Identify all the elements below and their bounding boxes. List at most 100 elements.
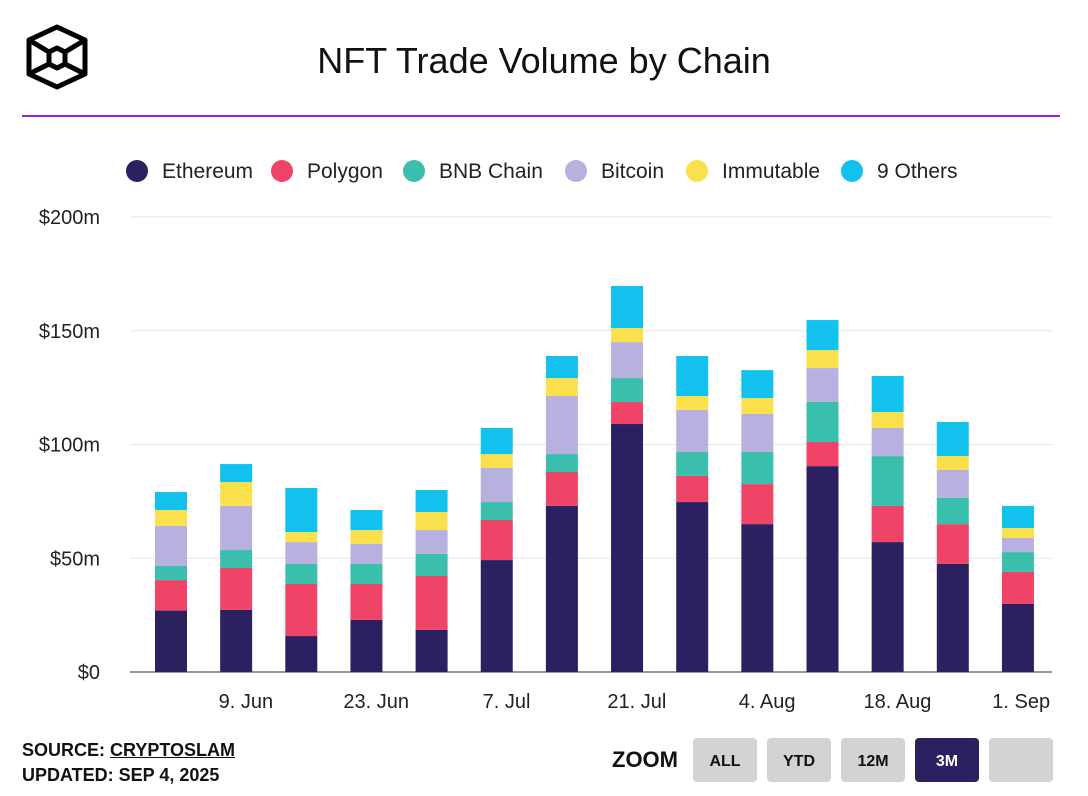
- bar-segment-immutable: [220, 482, 253, 506]
- bar-segment-ethereum: [545, 505, 578, 672]
- y-tick-label: $100m: [39, 435, 100, 457]
- bar-segment-bnb-chain: [285, 563, 318, 584]
- y-tick-label: $0: [78, 662, 100, 684]
- zoom-all-button[interactable]: ALL: [693, 738, 757, 782]
- bar-segment-ethereum: [480, 560, 513, 672]
- bar-segment-polygon: [871, 505, 904, 543]
- bar-segment-bnb-chain: [871, 456, 904, 506]
- bar-segment-polygon: [350, 583, 383, 620]
- page-title: NFT Trade Volume by Chain: [317, 40, 771, 81]
- bar-segment-polygon: [611, 401, 644, 425]
- bar-segment-immutable: [155, 510, 187, 526]
- bar-segment-bnb-chain: [611, 378, 644, 402]
- bar-segment-polygon: [936, 524, 969, 564]
- bar-segment-bitcoin: [936, 469, 969, 498]
- bar-segment-immutable: [936, 456, 969, 470]
- bar-segment-immutable: [285, 532, 318, 543]
- bar-segment-bitcoin: [220, 505, 253, 551]
- bar-segment-9-others: [545, 356, 578, 379]
- bar-segment-polygon: [220, 568, 253, 610]
- title-divider: [22, 115, 1060, 117]
- legend-item: Ethereum: [162, 160, 253, 183]
- bar-segment-9-others: [155, 492, 187, 511]
- x-tick-label: 9. Jun: [219, 691, 273, 713]
- x-tick-label: 21. Jul: [607, 691, 666, 713]
- bar-segment-ethereum: [350, 619, 383, 672]
- bar-segment-bitcoin: [611, 342, 644, 379]
- zoom-3m-button[interactable]: 3M: [915, 738, 979, 782]
- bar-segment-bitcoin: [806, 368, 839, 402]
- bar-segment-9-others: [350, 510, 383, 531]
- stacked-bar-chart: $0 $50m $100m $150m $200m 9. Jun 23. Jun 7. Jul…: [39, 160, 1052, 713]
- x-tick-label: 7. Jul: [483, 691, 531, 713]
- bar-segment-immutable: [350, 530, 383, 544]
- bar-segment-immutable: [1001, 527, 1034, 539]
- bar-segment-ethereum: [415, 629, 448, 672]
- x-tick-label: 4. Aug: [739, 691, 796, 713]
- bar-segment-bitcoin: [415, 530, 448, 554]
- bar-segment-polygon: [676, 475, 709, 503]
- zoom-12m-button[interactable]: 12M: [841, 738, 905, 782]
- bar-segment-9-others: [415, 490, 448, 513]
- legend-marker: [271, 160, 293, 182]
- bar-segment-9-others: [871, 376, 904, 412]
- bar-segment-bnb-chain: [545, 454, 578, 473]
- bar-segment-9-others: [480, 427, 513, 455]
- zoom-label: ZOOM: [612, 747, 678, 772]
- bar-segment-immutable: [676, 396, 709, 410]
- bar-segment-bnb-chain: [936, 497, 969, 525]
- y-tick-label: $50m: [50, 548, 100, 570]
- legend-item: Immutable: [722, 160, 820, 183]
- bar-segment-ethereum: [806, 466, 839, 672]
- bar-segment-bitcoin: [155, 525, 187, 566]
- bar-segment-9-others: [611, 285, 644, 329]
- bar-segment-bitcoin: [1001, 538, 1034, 553]
- bar-segment-bnb-chain: [415, 553, 448, 576]
- bar-segment-polygon: [545, 472, 578, 506]
- x-tick-label: 23. Jun: [343, 691, 409, 713]
- zoom-blank-button[interactable]: [989, 738, 1053, 782]
- bar-segment-9-others: [220, 464, 253, 483]
- bar-segment-polygon: [480, 520, 513, 561]
- source-label: SOURCE:: [22, 740, 106, 760]
- bar-segment-polygon: [741, 484, 774, 525]
- bar-segment-bnb-chain: [676, 452, 709, 476]
- y-tick-label: $150m: [39, 321, 100, 343]
- legend-item: Polygon: [307, 160, 383, 183]
- bar-segment-immutable: [871, 411, 904, 428]
- bar-segment-9-others: [936, 421, 969, 457]
- bar-segment-9-others: [285, 487, 318, 533]
- bar-segment-bnb-chain: [155, 565, 187, 581]
- bar-segment-ethereum: [741, 524, 774, 672]
- updated-date: UPDATED: SEP 4, 2025: [22, 765, 220, 785]
- bar-segment-immutable: [415, 512, 448, 531]
- bar-segment-ethereum: [611, 424, 644, 672]
- legend-item: BNB Chain: [439, 160, 543, 183]
- bar-segment-immutable: [741, 398, 774, 415]
- bar-segment-polygon: [155, 580, 187, 611]
- legend-marker: [126, 160, 148, 182]
- bar-segment-immutable: [545, 378, 578, 397]
- cube-logo-icon: [26, 24, 88, 90]
- source-info: SOURCE: CRYPTOSLAM UPDATED: SEP 4, 2025: [22, 738, 235, 788]
- bar-segment-polygon: [415, 575, 448, 630]
- bar-segment-ethereum: [220, 609, 253, 672]
- bar-segment-ethereum: [1001, 603, 1034, 672]
- zoom-ytd-button[interactable]: YTD: [767, 738, 831, 782]
- bar-segment-immutable: [611, 328, 644, 343]
- source-link[interactable]: CRYPTOSLAM: [110, 740, 236, 760]
- legend-marker: [841, 160, 863, 182]
- bar-segment-bnb-chain: [1001, 552, 1034, 572]
- bar-segment-9-others: [1001, 505, 1034, 528]
- bar-segment-immutable: [806, 350, 839, 369]
- bar-segment-bitcoin: [871, 427, 904, 457]
- x-tick-label: 1. Sep: [992, 691, 1050, 713]
- bar-segment-polygon: [1001, 571, 1034, 604]
- bar-segment-ethereum: [285, 636, 318, 672]
- bar-segment-polygon: [285, 583, 318, 637]
- bar-segment-bnb-chain: [806, 401, 839, 442]
- bar-segment-bitcoin: [741, 414, 774, 453]
- bar-segment-bitcoin: [545, 396, 578, 455]
- bar-segment-bnb-chain: [741, 452, 774, 485]
- legend-marker: [686, 160, 708, 182]
